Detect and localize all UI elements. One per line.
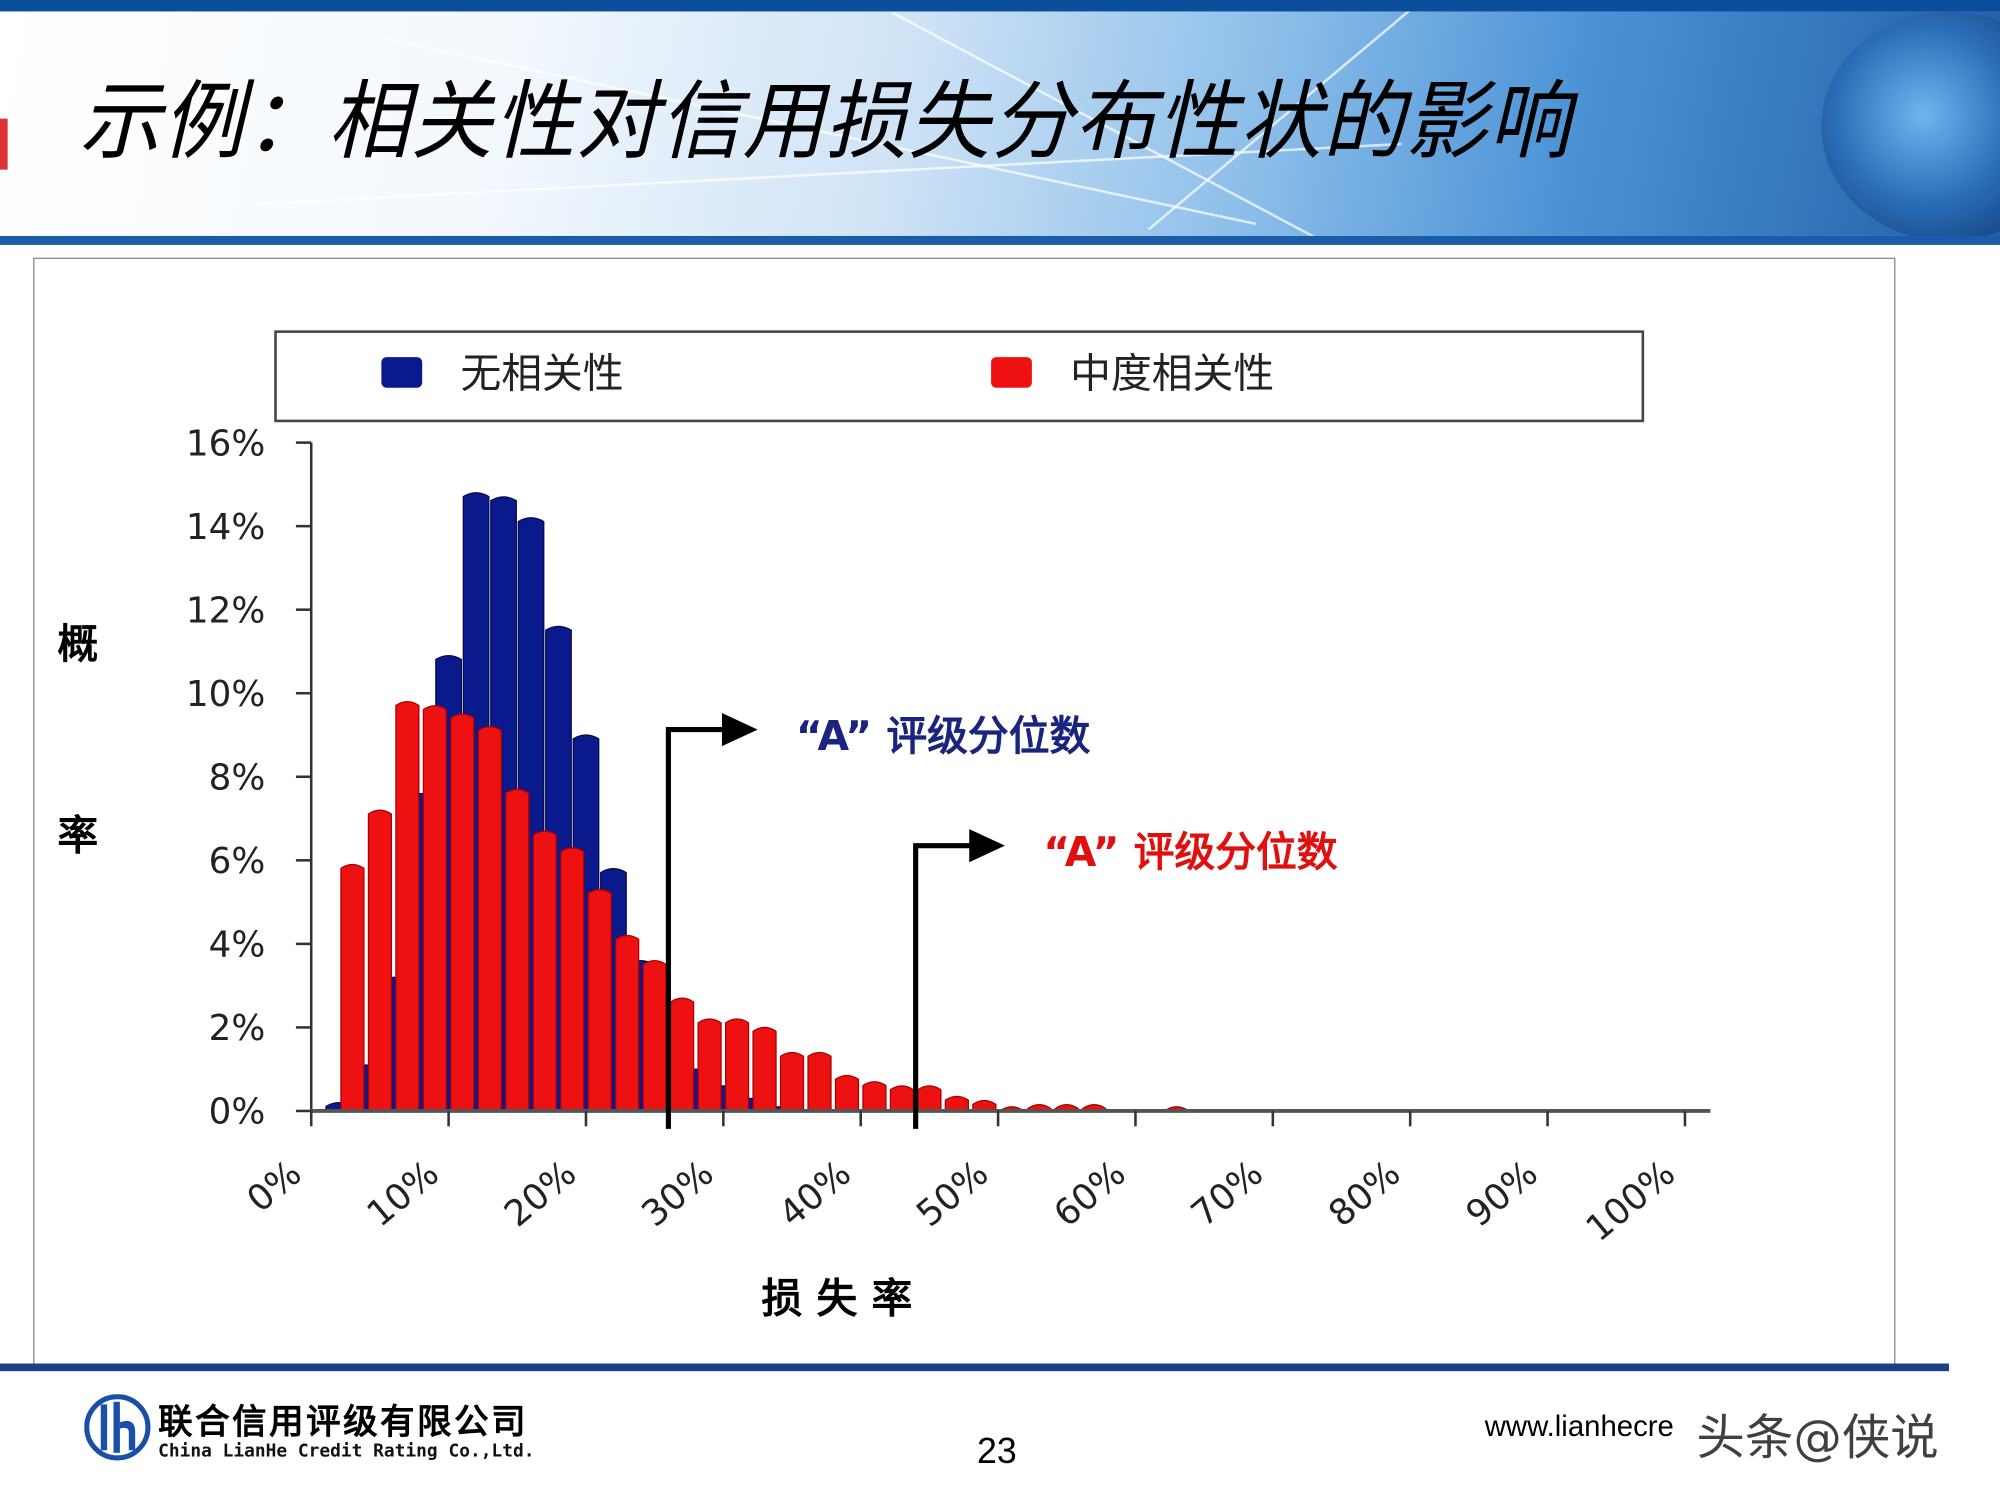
bar [505, 788, 530, 1112]
x-tick-label: 50% [909, 1153, 996, 1235]
y-tick-label: 2% [209, 1008, 266, 1049]
bar [862, 1081, 887, 1112]
bar [340, 863, 365, 1112]
bar [642, 959, 667, 1112]
arrow-right-icon [721, 713, 758, 747]
x-tick-label: 70% [1184, 1153, 1271, 1235]
bar [532, 830, 557, 1112]
x-tick-label: 40% [772, 1153, 859, 1235]
bar [477, 726, 502, 1112]
x-tick-label: 20% [497, 1153, 584, 1235]
header-divider [0, 235, 2000, 245]
y-axis-label-char-2: 率 [57, 811, 98, 859]
y-tick-label: 8% [209, 758, 266, 799]
bar [670, 997, 695, 1112]
top-bar [0, 0, 2000, 12]
legend-swatch-moderate-correlation [991, 357, 1032, 388]
quantile-marker-line [913, 843, 974, 1129]
bar [587, 888, 612, 1112]
company-name-cn: 联合信用评级有限公司 [158, 1403, 529, 1443]
x-tick-label: 80% [1321, 1153, 1408, 1235]
y-axis-label-char-1: 概 [57, 620, 98, 668]
legend-label-moderate-correlation: 中度相关性 [1070, 350, 1274, 398]
footer-divider [0, 1363, 1949, 1372]
y-tick-label: 0% [209, 1092, 266, 1133]
y-tick-label: 16% [186, 423, 265, 464]
annotations: “A” 评级分位数 “A” 评级分位数 [665, 712, 1338, 1129]
y-tick-label: 10% [186, 674, 265, 715]
slide-title: 示例：相关性对信用损失分布性状的影响 [79, 73, 1572, 173]
x-tick-label: 100% [1579, 1153, 1684, 1250]
bar [395, 700, 420, 1112]
page-number: 23 [977, 1431, 1017, 1471]
company-logo-icon [84, 1394, 151, 1461]
x-tick-label: 0% [240, 1153, 310, 1221]
x-tick-label: 60% [1046, 1153, 1133, 1235]
y-tick-label: 12% [186, 590, 265, 631]
bar [807, 1051, 832, 1112]
x-tick-label: 10% [360, 1153, 447, 1235]
y-tick-label: 14% [186, 507, 265, 548]
bar [752, 1026, 777, 1112]
bar [779, 1051, 805, 1112]
bar [422, 705, 447, 1112]
quantile-marker-line [665, 727, 726, 1129]
quantile-annotation: “A” 评级分位数 [1043, 828, 1338, 876]
bar [917, 1085, 942, 1112]
arrow-right-icon [969, 829, 1005, 863]
x-tick-label: 30% [634, 1153, 721, 1235]
legend-label-no-correlation: 无相关性 [460, 350, 623, 398]
bar [615, 934, 640, 1112]
bar [972, 1099, 997, 1112]
bar [724, 1018, 750, 1112]
x-tick-label: 90% [1459, 1153, 1546, 1235]
bar [697, 1018, 722, 1112]
bar [889, 1085, 915, 1112]
company-url: www.lianhecre [1484, 1409, 1674, 1443]
y-tick-label: 4% [209, 925, 266, 966]
watermark: 头条@侠说 [1696, 1409, 1939, 1466]
globe-graphic [1821, 11, 2000, 236]
bar [834, 1074, 860, 1112]
bar [450, 713, 475, 1112]
bar [367, 809, 393, 1112]
legend-swatch-no-correlation [381, 357, 423, 388]
series-moderate-correlation [340, 700, 1189, 1112]
header-banner [0, 11, 2000, 236]
bar [560, 847, 585, 1112]
loss-distribution-chart: 无相关性 中度相关性 0% 2% 4% 6% 8% 10% 12% 14% 16% 0% 10% 20… [57, 330, 1711, 1322]
quantile-annotation: “A” 评级分位数 [796, 712, 1091, 760]
bar [944, 1095, 969, 1112]
legend-box [274, 330, 1645, 423]
company-name-en: China LianHe Credit Rating Co.,Ltd. [158, 1441, 535, 1462]
x-axis-label: 损 失 率 [761, 1274, 912, 1322]
chart-frame: 无相关性 中度相关性 0% 2% 4% 6% 8% 10% 12% 14% 16% 0% 10% 20… [33, 257, 1896, 1365]
y-tick-label: 6% [209, 841, 266, 882]
accent-mark [0, 118, 8, 170]
